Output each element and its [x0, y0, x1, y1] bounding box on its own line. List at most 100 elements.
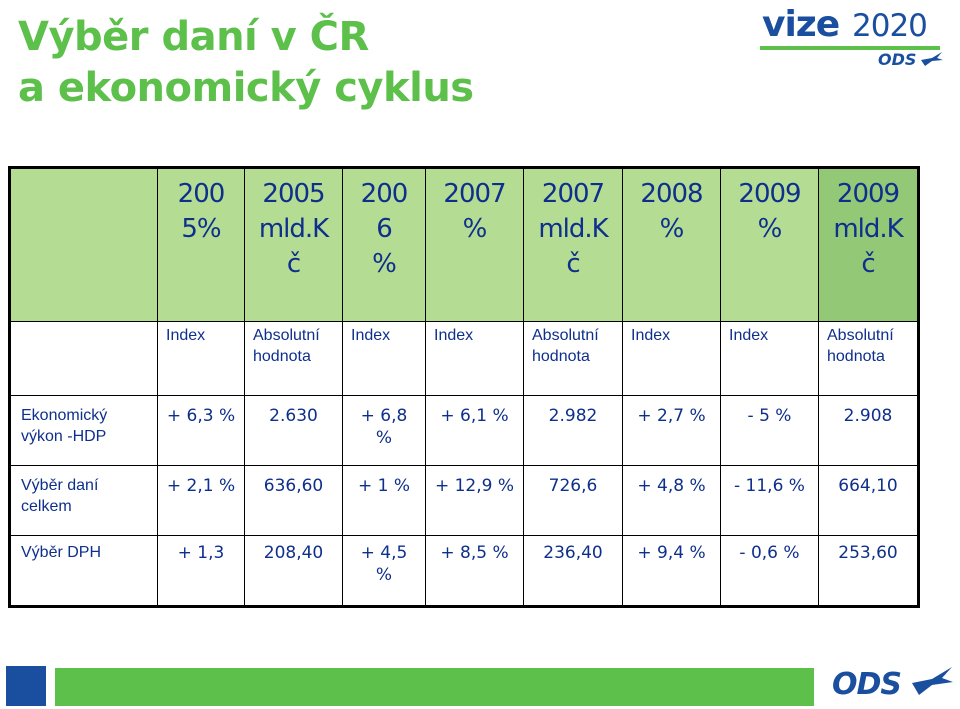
- subheader-text-line: Absolutní: [827, 327, 894, 345]
- year-header-text-line: %: [659, 214, 685, 244]
- cell-value: + 12,9 %: [426, 466, 523, 497]
- table-cell: + 4,5%: [342, 535, 426, 607]
- table-cell: 726,6: [523, 465, 623, 536]
- cell-value: 2.982: [524, 396, 622, 427]
- subheader-text: Index: [623, 322, 720, 349]
- year-header-cell: 2009%: [720, 166, 819, 323]
- footer-ods-text: ODS: [832, 667, 902, 702]
- table-cell: 2.630: [244, 395, 343, 467]
- table-cell: + 6,1 %: [425, 395, 524, 467]
- cell-value: + 6,1 %: [426, 396, 523, 427]
- year-header-row: 200 5% 2005 mld.K č 200 6% 2007% 2007 mld.K č 2008%…: [9, 166, 919, 323]
- table-row: Ekonomický výkon -HDP + 6,3 % 2.630 + 6,8% + …: [9, 395, 919, 467]
- logo-year-text: 2020: [852, 8, 928, 44]
- logo-ods-text: ODS: [878, 50, 917, 69]
- cell-value-line: + 1,3: [177, 543, 225, 563]
- cell-value: + 1 %: [343, 466, 425, 497]
- year-header-text-line: 2005: [262, 179, 325, 209]
- table-cell: + 1 %: [342, 465, 426, 536]
- cell-value: + 1,3: [158, 536, 244, 564]
- year-header-text-line: mld.K: [258, 214, 329, 244]
- cell-value: - 0,6 %: [721, 536, 818, 564]
- subheader-text: Absolutní hodnota: [524, 322, 622, 370]
- year-header-text: 2008%: [623, 169, 720, 247]
- year-header-text: 200 6%: [343, 169, 425, 282]
- logo-vize-text: vize: [762, 4, 840, 45]
- subheader-text-line: Absolutní: [253, 327, 320, 345]
- cell-value: + 6,8%: [343, 396, 425, 449]
- subheader-cell: Index: [425, 321, 524, 397]
- subheader-corner-cell: [9, 321, 158, 397]
- subheader-cell: Absolutní hodnota: [818, 321, 919, 397]
- year-header-text-line: 2007: [541, 179, 605, 209]
- cell-value-line: + 12,9 %: [434, 476, 515, 497]
- table-cell: 636,60: [244, 465, 343, 536]
- table-cell: - 11,6 %: [720, 465, 819, 536]
- cell-value-line: + 4,5: [360, 543, 408, 563]
- cell-value-line: 2.630: [269, 406, 318, 427]
- year-header-text-line: 2009: [738, 179, 801, 209]
- year-header-text-line: mld.K: [538, 214, 608, 244]
- subheader-cell: Index: [157, 321, 245, 397]
- row-label-line: celkem: [21, 498, 72, 516]
- title-line-2: a ekonomický cyklus: [18, 65, 474, 111]
- ods-bird-icon: [921, 52, 943, 66]
- cell-value: + 2,7 %: [623, 396, 720, 427]
- year-header-cell: 200 5%: [157, 166, 245, 323]
- cell-value: + 6,3 %: [158, 396, 244, 427]
- table-cell: - 0,6 %: [720, 535, 819, 607]
- cell-value-line: 726,6: [548, 476, 598, 497]
- logo-green-bar: [760, 46, 940, 50]
- cell-value-line: 2.982: [548, 406, 598, 427]
- year-header-text-line: 2008: [640, 179, 703, 209]
- table-cell: + 6,3 %: [157, 395, 245, 467]
- ods-logo: ODS: [830, 664, 956, 706]
- row-label-cell: Ekonomický výkon -HDP: [9, 395, 158, 467]
- subheader-cell: Absolutní hodnota: [244, 321, 343, 397]
- subheader-text: Absolutní hodnota: [819, 322, 917, 370]
- cell-value-line: 208,40: [263, 543, 324, 563]
- table-cell: + 2,1 %: [157, 465, 245, 536]
- cell-value-line: - 0,6 %: [739, 543, 800, 563]
- year-header-text-line: 2007: [443, 179, 506, 209]
- cell-value: + 9,4 %: [623, 536, 720, 564]
- year-header-cell: 200 6%: [342, 166, 426, 323]
- cell-value-line: + 9,4 %: [637, 543, 706, 563]
- row-label-line: výkon -HDP: [21, 428, 107, 446]
- year-header-cell: 2007%: [425, 166, 524, 323]
- cell-value-line: - 5 %: [747, 406, 792, 427]
- table-cell: - 5 %: [720, 395, 819, 467]
- cell-value: 208,40: [245, 536, 342, 564]
- cell-value-line: 2.908: [843, 406, 893, 427]
- table-cell: + 2,7 %: [622, 395, 721, 467]
- year-header-text-line: mld.K: [833, 214, 903, 244]
- table-cell: 236,40: [523, 535, 623, 607]
- row-label: Výběr DPH: [11, 536, 157, 572]
- table-cell: + 8,5 %: [425, 535, 524, 607]
- cell-value: 726,6: [524, 466, 622, 497]
- year-header-text-line: č: [566, 249, 580, 279]
- row-label: Ekonomický výkon -HDP: [11, 396, 157, 456]
- cell-value: 664,10: [819, 466, 917, 497]
- year-header-cell: 2007 mld.K č: [523, 166, 623, 323]
- year-header-text-line: 5%: [181, 214, 221, 244]
- year-header-text: 2007 mld.K č: [524, 169, 622, 282]
- cell-value: - 5 %: [721, 396, 818, 427]
- vize2020-logo: vize 2020 ODS: [760, 4, 945, 69]
- cell-value-line: + 2,1 %: [166, 476, 236, 497]
- cell-value-line: 236,40: [543, 543, 603, 563]
- table-row: Výběr DPH + 1,3 208,40 + 4,5% + 8,5 % 236,40 +…: [9, 535, 919, 607]
- row-label-line: Výběr DPH: [21, 544, 102, 561]
- year-header-text: 2009%: [721, 169, 818, 247]
- year-header-cell: 2009 mld.K č: [818, 166, 919, 323]
- slide-title: Výběr daní v ČR a ekonomický cyklus: [18, 12, 474, 114]
- subheader-text: Index: [158, 322, 244, 349]
- year-header-text: 2009 mld.K č: [819, 169, 917, 282]
- table-cell: 208,40: [244, 535, 343, 607]
- year-header-text: 2005 mld.K č: [245, 169, 342, 282]
- cell-value: 2.908: [819, 396, 917, 427]
- year-header-text-line: %: [757, 214, 783, 244]
- subheader-cell: Absolutní hodnota: [523, 321, 623, 397]
- year-header-text-line: 2009: [836, 179, 900, 209]
- subheader-cell: Index: [622, 321, 721, 397]
